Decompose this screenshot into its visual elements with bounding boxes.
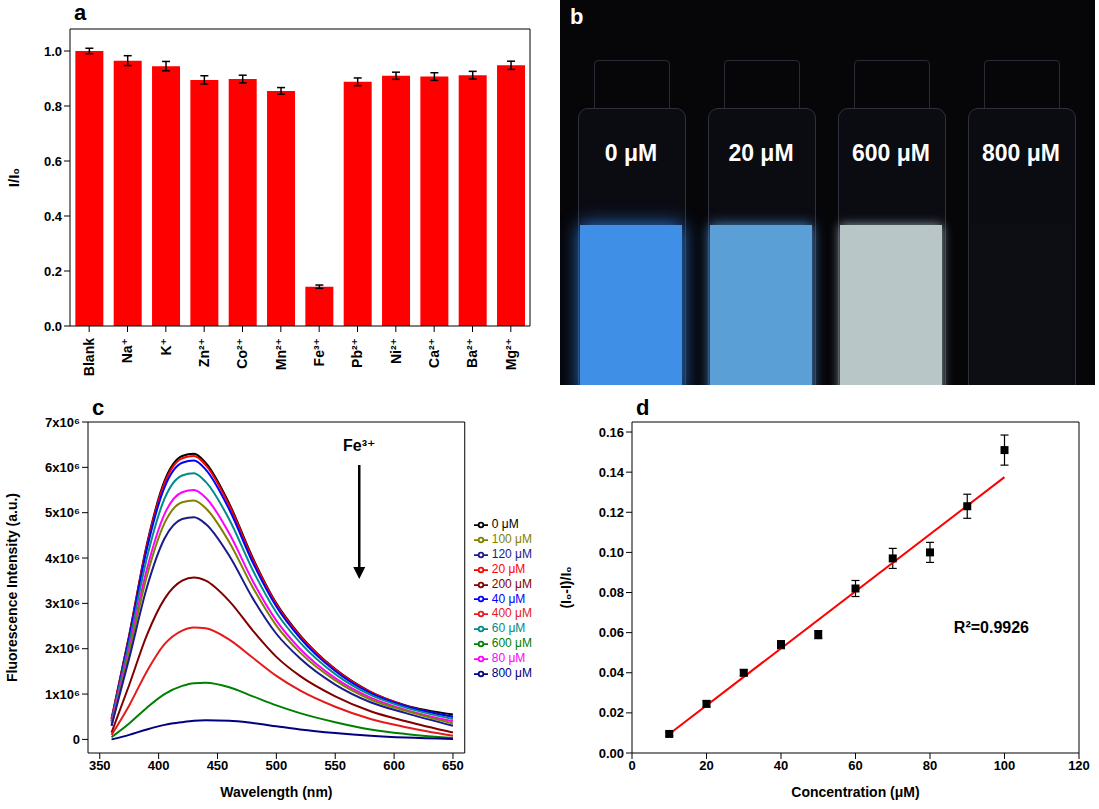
html-text:c: c (92, 395, 105, 420)
svg-text:Ba²⁺: Ba²⁺ (464, 338, 480, 368)
svg-text:Fe³⁺: Fe³⁺ (311, 338, 327, 366)
svg-text:Mg²⁺: Mg²⁺ (503, 338, 519, 370)
svg-text:350: 350 (89, 758, 111, 773)
svg-text:6x10⁶: 6x10⁶ (45, 460, 80, 475)
svg-text:0.12: 0.12 (599, 505, 624, 520)
svg-text:0: 0 (628, 758, 635, 773)
svg-text:0.04: 0.04 (599, 665, 625, 680)
html-text:120 μM: 120 μM (491, 547, 532, 562)
svg-text:Concentration (μM): Concentration (μM) (791, 784, 919, 800)
html-text:a: a (74, 0, 87, 25)
html-text:20 μM: 20 μM (491, 561, 526, 576)
svg-text:Pb²⁺: Pb²⁺ (349, 338, 365, 368)
svg-text:100: 100 (994, 758, 1016, 773)
svg-text:4x10⁶: 4x10⁶ (45, 551, 80, 566)
html-text:20 μM: 20 μM (728, 140, 794, 166)
svg-text:0.4: 0.4 (44, 209, 63, 224)
svg-text:0.00: 0.00 (599, 746, 624, 761)
html-text:40 μM: 40 μM (491, 591, 526, 606)
svg-text:Mn²⁺: Mn²⁺ (273, 338, 289, 370)
svg-text:0.10: 0.10 (599, 545, 624, 560)
svg-text:I/I₀: I/I₀ (5, 168, 22, 187)
html-text:60 μM: 60 μM (491, 621, 526, 636)
svg-text:400: 400 (148, 758, 170, 773)
svg-text:550: 550 (324, 758, 346, 773)
svg-text:450: 450 (207, 758, 229, 773)
svg-text:Ca²⁺: Ca²⁺ (426, 338, 442, 368)
svg-text:20: 20 (699, 758, 713, 773)
svg-text:Fluorescence Intensity (a.u.): Fluorescence Intensity (a.u.) (4, 493, 20, 682)
svg-text:500: 500 (266, 758, 288, 773)
svg-text:Fe³⁺: Fe³⁺ (343, 437, 375, 454)
svg-text:0: 0 (73, 732, 80, 747)
svg-text:1.0: 1.0 (44, 44, 62, 59)
svg-text:650: 650 (442, 758, 464, 773)
svg-text:0.16: 0.16 (599, 425, 624, 440)
html-text:80 μM: 80 μM (491, 650, 526, 665)
html-text:800 μM: 800 μM (491, 665, 532, 680)
html-text:200 μM: 200 μM (491, 576, 532, 591)
html-text:400 μM: 400 μM (491, 606, 532, 621)
svg-text:K⁺: K⁺ (158, 338, 174, 356)
svg-text:3x10⁶: 3x10⁶ (45, 596, 80, 611)
html-text:b: b (570, 4, 584, 29)
svg-text:0.14: 0.14 (599, 465, 625, 480)
html-text:600 μM: 600 μM (852, 140, 930, 166)
svg-text:60: 60 (848, 758, 862, 773)
svg-text:5x10⁶: 5x10⁶ (45, 505, 80, 520)
svg-text:Blank: Blank (81, 338, 97, 376)
html-text:0 μM: 0 μM (491, 517, 519, 532)
svg-text:40: 40 (774, 758, 788, 773)
svg-text:0.2: 0.2 (44, 264, 62, 279)
svg-text:2x10⁶: 2x10⁶ (45, 641, 80, 656)
svg-text:0.8: 0.8 (44, 99, 62, 114)
svg-text:1x10⁶: 1x10⁶ (45, 687, 80, 702)
svg-text:0.0: 0.0 (44, 319, 62, 334)
svg-text:7x10⁶: 7x10⁶ (45, 415, 80, 430)
html-text:100 μM: 100 μM (491, 532, 532, 547)
svg-text:Na⁺: Na⁺ (119, 338, 135, 363)
svg-text:0.6: 0.6 (44, 154, 62, 169)
svg-text:120: 120 (1068, 758, 1090, 773)
svg-text:R²=0.9926: R²=0.9926 (954, 619, 1029, 636)
svg-text:Ni²⁺: Ni²⁺ (388, 338, 404, 364)
html-text:800 μM: 800 μM (982, 140, 1060, 166)
svg-text:(I₀-I)/I₀: (I₀-I)/I₀ (558, 566, 574, 608)
svg-text:0.02: 0.02 (599, 705, 624, 720)
svg-text:Wavelength (nm): Wavelength (nm) (220, 784, 332, 800)
svg-text:0.06: 0.06 (599, 625, 624, 640)
svg-text:0.08: 0.08 (599, 585, 624, 600)
svg-text:80: 80 (923, 758, 937, 773)
svg-text:Co²⁺: Co²⁺ (234, 338, 250, 369)
html-text:0 μM: 0 μM (604, 140, 658, 166)
html-text:d: d (636, 395, 650, 420)
html-text:600 μM: 600 μM (491, 636, 532, 651)
svg-text:Zn²⁺: Zn²⁺ (196, 338, 212, 367)
svg-text:600: 600 (383, 758, 405, 773)
